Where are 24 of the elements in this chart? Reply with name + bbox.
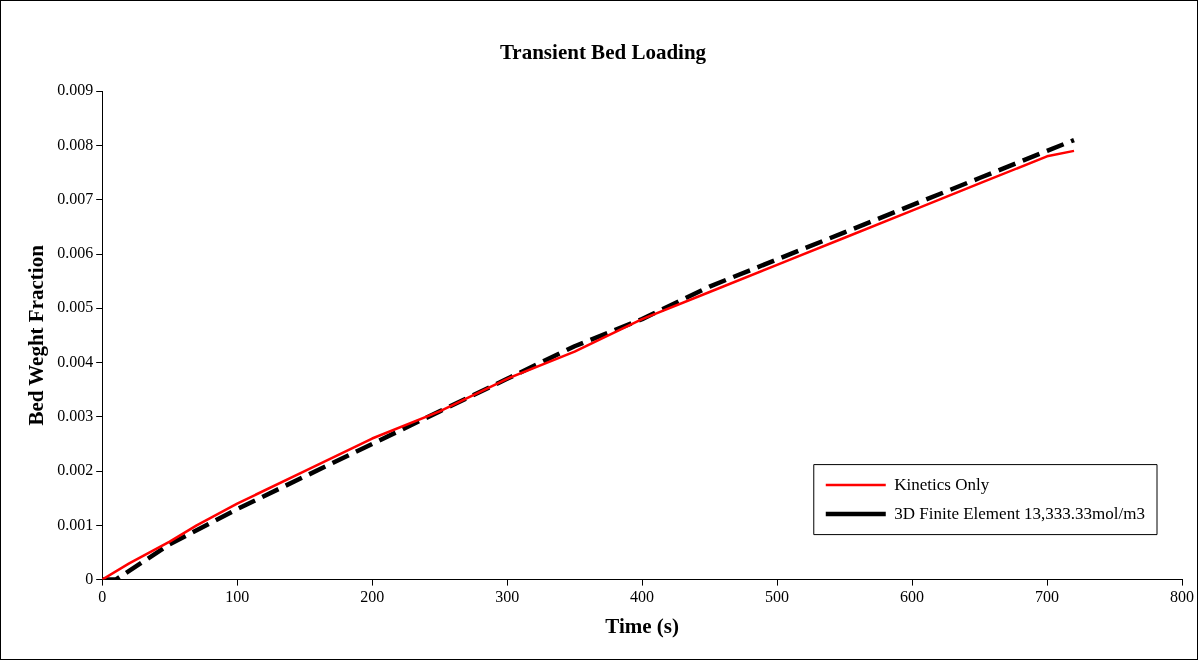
x-tick-label: 300 xyxy=(495,588,520,606)
x-tick-label: 0 xyxy=(98,588,107,606)
y-tick-label: 0.001 xyxy=(57,515,94,533)
y-tick-label: 0.003 xyxy=(57,407,94,424)
y-tick-label: 0.008 xyxy=(57,135,94,153)
chart-title: Transient Bed Loading xyxy=(499,40,707,65)
y-tick-label: 0.005 xyxy=(57,298,94,316)
y-tick-label: 0 xyxy=(85,569,94,587)
x-tick-label: 200 xyxy=(360,588,385,606)
x-tick-label: 800 xyxy=(1170,588,1194,606)
y-tick-label: 0.002 xyxy=(57,461,94,479)
y-tick-label: 0.007 xyxy=(57,189,94,207)
x-tick-label: 700 xyxy=(1035,588,1060,606)
x-tick-label: 500 xyxy=(765,588,790,606)
legend-label: Kinetics Only xyxy=(894,474,990,494)
legend-label: 3D Finite Element 13,333.33mol/m3 xyxy=(894,503,1145,523)
x-tick-label: 400 xyxy=(630,588,655,606)
x-axis-title: Time (s) xyxy=(605,613,679,638)
y-axis-title: Bed Weght Fraction xyxy=(24,244,49,426)
y-tick-label: 0.009 xyxy=(57,81,94,99)
x-tick-label: 100 xyxy=(225,588,250,606)
x-tick-label: 600 xyxy=(900,588,925,606)
y-tick-label: 0.004 xyxy=(57,352,94,370)
y-tick-label: 0.006 xyxy=(57,244,94,262)
